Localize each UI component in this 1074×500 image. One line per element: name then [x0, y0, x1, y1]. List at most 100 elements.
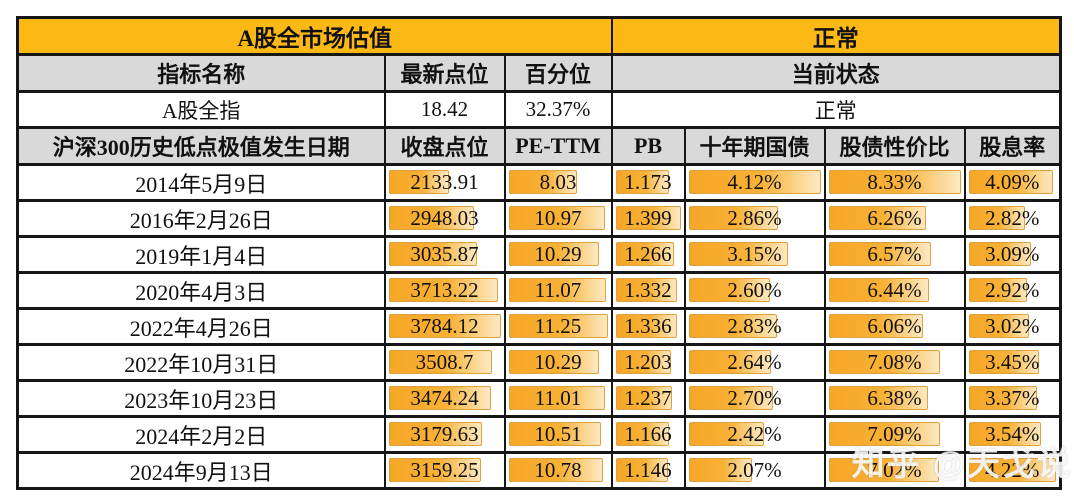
- history-row: 2024年9月13日 3159.25 10.78 1.146 2.07% 7.02% 4.2…: [16, 451, 1062, 490]
- value-cell: 11.01: [503, 379, 613, 418]
- data-bar: [508, 206, 605, 230]
- current-status-cell: 正常: [610, 90, 1062, 129]
- value-cell: 7.02%: [823, 451, 966, 490]
- data-bar: [688, 242, 789, 266]
- value-label: 7.08%: [867, 350, 922, 374]
- value-label: 3.45%: [985, 350, 1040, 374]
- value-cell: 6.26%: [823, 199, 966, 238]
- value-label: 10.29: [534, 242, 582, 266]
- history-row: 2024年2月2日 3179.63 10.51 1.166 2.42% 7.09% 3.54…: [16, 415, 1062, 454]
- indicator-name-header: 指标名称: [16, 53, 386, 93]
- meta-header-row: 指标名称 最新点位 百分位 当前状态: [16, 53, 1062, 93]
- value-cell: 3.02%: [963, 307, 1062, 346]
- table-title-row: A股全市场估值 正常: [16, 16, 1062, 56]
- data-bar: [828, 314, 923, 338]
- value-label: 2.42%: [727, 422, 782, 446]
- value-cell: 11.25: [503, 307, 613, 346]
- date-cell: 2022年4月26日: [16, 307, 386, 346]
- value-cell: 1.332: [610, 271, 686, 310]
- data-bar: [615, 386, 673, 410]
- value-cell: 1.146: [610, 451, 686, 490]
- value-label: 11.25: [534, 314, 582, 338]
- value-label: 8.33%: [867, 170, 922, 194]
- data-bar: [508, 170, 578, 194]
- value-cell: 4.22%: [963, 451, 1062, 490]
- history-header-row: 沪深300历史低点极值发生日期 收盘点位 PE-TTM PB 十年期国债 股债性…: [16, 126, 1062, 166]
- col-header-pe-ttm: PE-TTM: [503, 126, 613, 166]
- value-label: 2133.91: [410, 170, 479, 194]
- market-status-title: 正常: [610, 16, 1062, 56]
- value-label: 10.29: [534, 350, 582, 374]
- value-label: 3508.7: [415, 350, 474, 374]
- value-label: 3159.25: [410, 458, 479, 482]
- value-label: 1.336: [624, 314, 672, 338]
- value-label: 1.399: [624, 206, 672, 230]
- history-row: 2022年10月31日 3508.7 10.29 1.203 2.64% 7.08% 3.4…: [16, 343, 1062, 382]
- value-cell: 2948.03: [383, 199, 506, 238]
- value-label: 4.09%: [985, 170, 1040, 194]
- date-cell: 2019年1月4日: [16, 235, 386, 274]
- data-bar: [388, 422, 482, 446]
- history-row: 2019年1月4日 3035.87 10.29 1.266 3.15% 6.57% 3.09…: [16, 235, 1062, 274]
- value-label: 3.15%: [727, 242, 782, 266]
- value-cell: 3.09%: [963, 235, 1062, 274]
- value-cell: 1.266: [610, 235, 686, 274]
- value-cell: 6.44%: [823, 271, 966, 310]
- value-cell: 2.83%: [683, 307, 826, 346]
- data-bar: [828, 386, 929, 410]
- col-header-pb: PB: [610, 126, 686, 166]
- data-bar: [388, 386, 491, 410]
- history-row: 2022年4月26日 3784.12 11.25 1.336 2.83% 6.06% 3.0…: [16, 307, 1062, 346]
- value-label: 2.92%: [985, 278, 1040, 302]
- data-bar: [828, 458, 939, 482]
- value-label: 3.54%: [985, 422, 1040, 446]
- value-label: 6.06%: [867, 314, 922, 338]
- value-label: 2.86%: [727, 206, 782, 230]
- value-label: 3713.22: [410, 278, 479, 302]
- data-bar: [828, 422, 940, 446]
- value-cell: 2.92%: [963, 271, 1062, 310]
- value-label: 1.166: [624, 422, 672, 446]
- value-cell: 3159.25: [383, 451, 506, 490]
- data-bar: [508, 458, 604, 482]
- percentile-header: 百分位: [503, 53, 613, 93]
- value-cell: 7.09%: [823, 415, 966, 454]
- value-cell: 6.57%: [823, 235, 966, 274]
- data-bar: [688, 458, 752, 482]
- data-bar: [688, 314, 778, 338]
- data-bar: [968, 350, 1039, 374]
- value-label: 1.146: [624, 458, 672, 482]
- latest-point-cell: 18.42: [383, 90, 506, 129]
- value-cell: 10.97: [503, 199, 613, 238]
- value-cell: 1.203: [610, 343, 686, 382]
- data-bar: [508, 278, 606, 302]
- latest-point-header: 最新点位: [383, 53, 506, 93]
- value-label: 3.09%: [985, 242, 1040, 266]
- date-cell: 2022年10月31日: [16, 343, 386, 382]
- data-bar: [688, 278, 770, 302]
- data-bar: [688, 350, 771, 374]
- value-label: 1.237: [624, 386, 672, 410]
- data-bar: [388, 314, 501, 338]
- value-cell: 11.07: [503, 271, 613, 310]
- value-label: 4.22%: [985, 458, 1040, 482]
- col-header-dividend-yield: 股息率: [963, 126, 1062, 166]
- value-cell: 3474.24: [383, 379, 506, 418]
- date-cell: 2024年2月2日: [16, 415, 386, 454]
- value-cell: 3508.7: [383, 343, 506, 382]
- data-bar: [615, 278, 678, 302]
- value-cell: 10.29: [503, 343, 613, 382]
- value-cell: 10.78: [503, 451, 613, 490]
- date-cell: 2023年10月23日: [16, 379, 386, 418]
- value-cell: 1.166: [610, 415, 686, 454]
- value-label: 6.44%: [867, 278, 922, 302]
- value-cell: 4.12%: [683, 163, 826, 202]
- data-bar: [615, 350, 671, 374]
- data-bar: [688, 206, 779, 230]
- data-bar: [388, 170, 450, 194]
- value-cell: 3.37%: [963, 379, 1062, 418]
- data-bar: [968, 458, 1056, 482]
- value-cell: 3035.87: [383, 235, 506, 274]
- data-bar: [615, 314, 678, 338]
